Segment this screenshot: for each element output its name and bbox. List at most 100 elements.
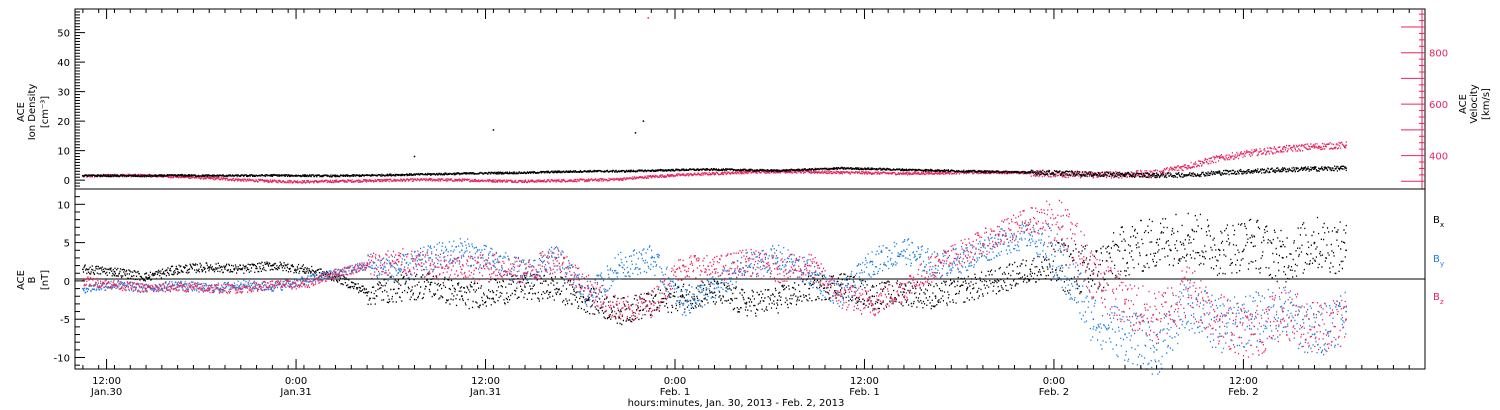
field-trace-x-point (334, 276, 337, 278)
field-trace-y-point (745, 264, 747, 267)
field-trace-y-point (1155, 349, 1158, 351)
field-trace-x-point (1187, 234, 1190, 236)
velocity-trace-point (745, 171, 747, 174)
field-trace-x-point (271, 264, 274, 267)
field-trace-y-point (682, 303, 684, 305)
density-trace-point (460, 172, 463, 175)
density-trace-point (1313, 168, 1316, 170)
density-trace-point (934, 169, 937, 172)
field-axis-label-0: ACE (16, 270, 27, 290)
density-trace-point (1029, 171, 1032, 174)
field-trace-y-point (1060, 264, 1063, 267)
field-trace-y (82, 222, 1347, 375)
field-trace-y-point (713, 287, 716, 290)
field-trace-y-point (82, 287, 84, 290)
velocity-tick-label: 400 (1429, 152, 1448, 163)
field-trace-z-point (839, 295, 842, 298)
density-trace-point (713, 168, 716, 171)
density-trace-point (176, 174, 179, 177)
density-spike (413, 155, 416, 158)
field-trace-z-point (745, 260, 747, 263)
x-axis-title: hours:minutes, Jan. 30, 2013 - Feb. 2, 2… (628, 398, 845, 409)
field-trace-y-point (1345, 310, 1347, 313)
density-trace-point (1060, 172, 1063, 175)
density-trace-point (1282, 168, 1284, 171)
density-trace-point (271, 174, 274, 177)
field-trace-z-point (997, 234, 1000, 236)
velocity-axis-label-0: ACE (1458, 94, 1469, 114)
velocity-trace-point (524, 180, 526, 183)
field-trace-y-point (1250, 318, 1253, 321)
field-trace-z-point (460, 268, 463, 271)
field-trace-y-point (997, 241, 1000, 244)
density-trace-point (208, 174, 211, 177)
velocity-trace-point (650, 175, 653, 178)
density-trace-point (808, 168, 811, 171)
density-spike (634, 132, 637, 134)
field-trace-z-point (1250, 333, 1253, 336)
density-tick-label: 10 (57, 147, 70, 158)
field-trace-y-point (776, 257, 779, 259)
field-trace-y-point (1218, 326, 1221, 328)
legend-bz-sub: z (1440, 298, 1444, 306)
field-trace-y-point (1124, 333, 1126, 336)
velocity-trace-point (429, 178, 432, 181)
field-trace-x-point (1250, 241, 1253, 244)
field-trace-x-point (1313, 241, 1316, 244)
field-trace-y-point (1187, 303, 1190, 305)
time-tick-day: Jan.31 (469, 387, 501, 398)
field-trace-x-point (397, 287, 400, 290)
density-trace-point (1187, 173, 1190, 176)
legend-bx: B x (1433, 215, 1444, 229)
field-trace-x-point (239, 268, 242, 271)
velocity-tick-label: 600 (1429, 100, 1448, 111)
velocity-trace-point (587, 179, 590, 182)
field-trace-z-point (113, 283, 116, 286)
field-trace-z-point (1092, 272, 1095, 275)
field-trace-x-point (524, 286, 526, 288)
velocity-trace-point (303, 180, 305, 183)
field-tick-label: -5 (60, 315, 70, 326)
density-trace-point (903, 168, 905, 171)
velocity-trace-point (1282, 148, 1284, 151)
field-trace-x-point (145, 276, 148, 278)
density-spike (492, 129, 495, 131)
field-tick-label: 5 (64, 239, 70, 250)
density-tick-label: 0 (64, 176, 70, 187)
density-trace-point (239, 174, 242, 177)
density-trace-point (113, 174, 116, 177)
field-trace-z-point (1345, 318, 1347, 321)
density-axis-label-1: Ion Density (27, 84, 38, 141)
field-trace-y-point (650, 257, 653, 259)
field-trace-z-point (429, 264, 432, 267)
legend-bx-sub: x (1440, 221, 1444, 229)
velocity-trace-point (934, 172, 937, 175)
field-trace-x-point (366, 291, 368, 294)
density-trace-point (145, 175, 148, 177)
field-tick-label: -10 (54, 354, 70, 365)
time-tick-label: 12:00 (850, 376, 879, 387)
field-trace-z (82, 199, 1347, 358)
field-trace-z-point (1187, 287, 1190, 290)
field-trace-x-point (871, 295, 874, 298)
velocity-trace-point (618, 178, 621, 181)
field-trace-z-point (145, 287, 148, 290)
velocity-trace-point (713, 172, 716, 175)
density-tick-label: 50 (57, 29, 70, 40)
field-trace-x-point (555, 287, 558, 290)
field-trace-z-point (239, 287, 242, 290)
time-tick-label: 12:00 (471, 376, 500, 387)
field-trace-y-point (903, 249, 905, 252)
field-tick-label: 10 (57, 200, 70, 211)
density-trace (82, 165, 1347, 179)
field-trace-z-point (303, 283, 305, 286)
field-trace-x-point (492, 291, 495, 294)
field-trace-z-point (776, 268, 779, 271)
density-trace-point (334, 175, 337, 177)
density-trace-point (492, 172, 495, 175)
velocity-trace-point (366, 179, 368, 182)
time-tick-day: Feb. 1 (849, 387, 879, 398)
density-trace-point (839, 167, 842, 170)
velocity-trace-point (208, 177, 211, 180)
